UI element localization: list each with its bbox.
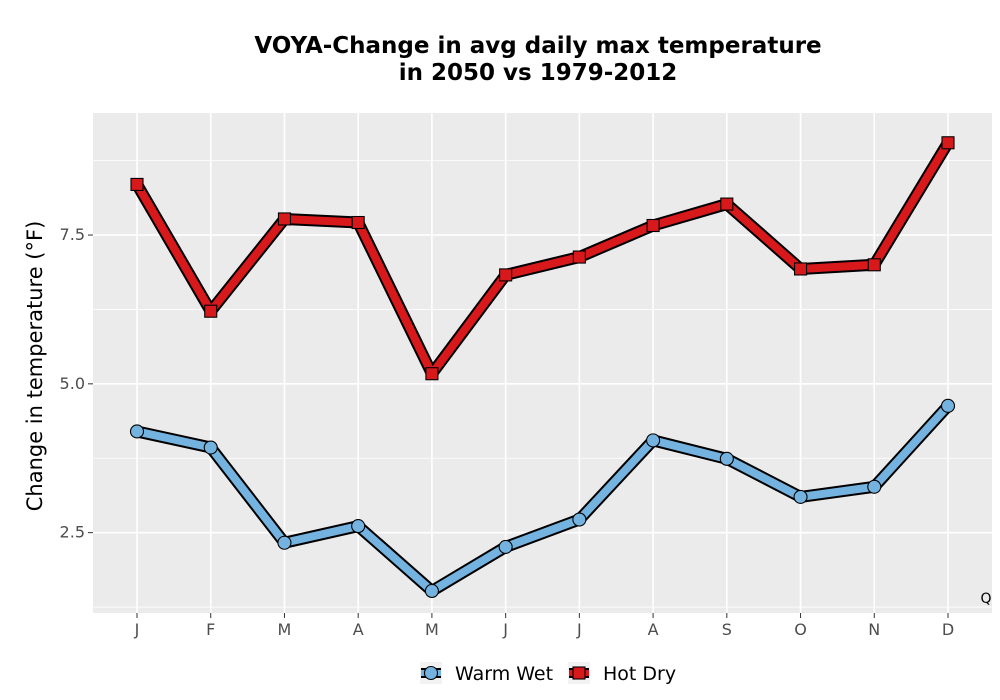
data-point [940,398,956,413]
x-tick-label: M [278,620,292,639]
data-point [646,218,660,233]
data-point [572,512,587,527]
x-tick-label: F [206,620,215,639]
data-point [572,250,586,264]
data-point [351,215,365,230]
data-point [277,212,292,226]
data-point [941,136,955,150]
chart-title-line2: in 2050 vs 1979-2012 [399,60,678,86]
legend-marker [423,665,439,681]
axis-ticks: 2.5 5.0 7.5 J F M A M J J A S O N D [60,225,955,639]
corner-label: Q [980,591,991,607]
data-point [867,479,882,494]
data-point [277,535,292,550]
y-tick-label: 5.0 [60,374,85,393]
x-tick-label: M [425,620,439,639]
data-point [129,424,145,439]
x-tick-label: A [353,620,364,639]
data-point [130,177,144,191]
legend: Warm Wet Hot Dry [420,662,676,685]
data-point [425,367,439,381]
data-point [867,258,881,272]
data-point [204,304,218,318]
data-point [720,197,734,211]
x-tick-label: D [942,620,954,639]
data-point [719,451,734,466]
data-point [793,262,808,276]
data-point [203,440,218,455]
data-point [498,539,513,554]
data-point [793,489,808,504]
data-point [351,519,366,534]
grid-minor [93,160,992,608]
series-line [133,401,952,595]
chart-title-line1: VOYA-Change in avg daily max temperature [254,33,821,59]
series-warm-wet [129,398,956,599]
data-point [499,268,513,282]
legend-marker [572,666,586,680]
series-hot-dry [130,136,955,381]
x-tick-label: J [134,620,140,639]
x-tick-label: S [722,620,732,639]
x-tick-label: J [502,620,508,639]
x-tick-label: N [868,620,880,639]
x-tick-label: J [576,620,582,639]
legend-label: Warm Wet [455,663,553,685]
legend-label: Hot Dry [603,663,676,685]
data-point [646,433,661,448]
x-tick-label: O [794,620,807,639]
x-tick-label: A [648,620,659,639]
data-point [424,583,439,599]
y-tick-label: 7.5 [60,225,85,244]
series-line [133,138,952,378]
series-layer [129,136,956,599]
y-axis-label: Change in temperature (°F) [23,221,47,512]
y-tick-label: 2.5 [60,523,85,542]
